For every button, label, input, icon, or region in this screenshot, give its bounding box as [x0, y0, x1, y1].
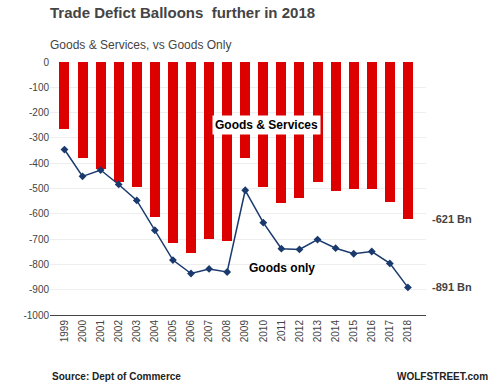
- svg-text:-900: -900: [29, 284, 49, 295]
- svg-text:2012: 2012: [294, 320, 305, 343]
- svg-text:2017: 2017: [384, 320, 395, 343]
- svg-text:-891 Bn: -891 Bn: [432, 281, 472, 293]
- svg-text:0: 0: [43, 57, 49, 68]
- svg-text:2003: 2003: [131, 320, 142, 343]
- svg-text:-400: -400: [29, 158, 49, 169]
- svg-text:2009: 2009: [239, 320, 250, 343]
- svg-text:-621 Bn: -621 Bn: [432, 213, 472, 225]
- svg-text:-600: -600: [29, 208, 49, 219]
- svg-text:Trade Defict Balloons further: Trade Defict Balloons further in 2018: [50, 4, 315, 21]
- svg-text:-100: -100: [29, 82, 49, 93]
- svg-text:2013: 2013: [312, 320, 323, 343]
- svg-text:2004: 2004: [149, 320, 160, 343]
- svg-text:2010: 2010: [258, 320, 269, 343]
- svg-text:2015: 2015: [348, 320, 359, 343]
- svg-text:Goods & Services, vs Goods Onl: Goods & Services, vs Goods Only: [50, 38, 231, 52]
- svg-text:2000: 2000: [77, 320, 88, 343]
- svg-text:-700: -700: [29, 234, 49, 245]
- svg-text:2007: 2007: [203, 320, 214, 343]
- svg-text:Goods only: Goods only: [249, 261, 315, 275]
- svg-text:2016: 2016: [366, 320, 377, 343]
- svg-text:Goods & Services: Goods & Services: [215, 118, 318, 132]
- svg-text:2002: 2002: [113, 320, 124, 343]
- svg-text:-300: -300: [29, 132, 49, 143]
- svg-text:2001: 2001: [95, 320, 106, 343]
- svg-text:2011: 2011: [276, 320, 287, 342]
- svg-text:-1000: -1000: [23, 310, 49, 321]
- svg-text:2006: 2006: [185, 320, 196, 343]
- svg-text:2008: 2008: [221, 320, 232, 343]
- svg-text:WOLFSTREET.com: WOLFSTREET.com: [397, 371, 488, 382]
- svg-text:2014: 2014: [330, 320, 341, 343]
- svg-text:2005: 2005: [167, 320, 178, 343]
- svg-text:Source: Dept of Commerce: Source: Dept of Commerce: [52, 371, 181, 382]
- svg-text:-800: -800: [29, 259, 49, 270]
- svg-text:2018: 2018: [402, 320, 413, 343]
- svg-text:1999: 1999: [59, 320, 70, 343]
- svg-text:-200: -200: [29, 107, 49, 118]
- svg-text:-500: -500: [29, 183, 49, 194]
